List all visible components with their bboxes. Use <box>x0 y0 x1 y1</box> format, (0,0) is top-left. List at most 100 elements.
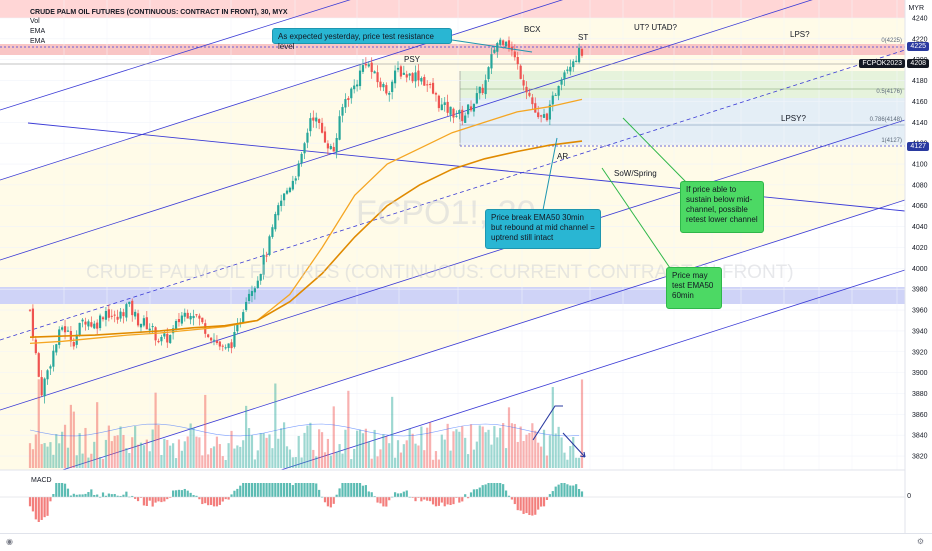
candle-body <box>326 143 330 149</box>
candle-body <box>388 92 391 95</box>
volume-bar <box>414 443 417 468</box>
macd-bar <box>93 494 96 497</box>
macd-bar <box>90 489 93 497</box>
candle-body <box>452 108 455 118</box>
candle-body <box>31 308 35 338</box>
candle-body <box>139 323 143 328</box>
macd-bar <box>250 483 254 497</box>
volume-bar <box>28 443 32 468</box>
volume-bar <box>408 428 411 468</box>
volume-bar <box>315 456 318 468</box>
candle-body <box>212 339 216 341</box>
candle-body <box>399 66 403 77</box>
macd-bar <box>288 483 292 497</box>
price-tick-label: 4240 <box>912 16 928 23</box>
candle-body <box>478 86 481 94</box>
volume-bar <box>154 392 157 468</box>
callout-resistance-test[interactable]: As expected yesterday, price test resist… <box>272 28 452 51</box>
bottom-toolbar: ◉ ⚙ <box>0 533 932 551</box>
macd-bar <box>364 485 367 497</box>
support-price-tag: 4127 <box>907 142 929 151</box>
macd-bar <box>461 497 464 502</box>
candle-body <box>116 316 119 320</box>
price-tick-label: 4040 <box>912 224 928 231</box>
volume-bar <box>245 405 248 468</box>
candle-body <box>224 347 227 349</box>
candle-body <box>455 115 458 117</box>
candle-body <box>545 113 549 121</box>
candle-body <box>516 56 519 65</box>
volume-bar <box>221 456 224 468</box>
macd-histogram <box>28 483 584 522</box>
volume-bar <box>320 432 324 468</box>
candle-body <box>180 315 183 324</box>
candle-body <box>43 378 46 397</box>
candle-body <box>481 87 484 93</box>
volume-bar <box>519 426 522 468</box>
candle-body <box>227 343 230 349</box>
volume-bar <box>122 434 125 468</box>
volume-bar <box>128 453 131 468</box>
macd-bar <box>230 494 233 497</box>
volume-bar <box>52 454 55 468</box>
label-ar: AR <box>557 152 568 161</box>
volume-bar <box>423 450 426 468</box>
candle-body <box>434 93 438 95</box>
candle-body <box>28 309 32 311</box>
candle-body <box>338 116 341 140</box>
macd-bar <box>66 488 70 497</box>
volume-bar <box>405 440 408 468</box>
volume-bar <box>472 449 476 468</box>
volume-bar <box>411 433 414 468</box>
macd-bar <box>180 490 183 497</box>
volume-bar <box>393 457 397 468</box>
volume-bar <box>469 424 473 468</box>
callout-ema-break[interactable]: Price break EMA50 30min but rebound at m… <box>485 209 601 249</box>
volume-bar <box>502 423 505 468</box>
volume-bar <box>40 444 43 468</box>
candle-body <box>499 39 502 45</box>
settings-gear-icon[interactable]: ⚙ <box>916 537 924 546</box>
indicator-ema-2[interactable]: EMA <box>30 38 46 45</box>
macd-bar <box>242 483 245 497</box>
volume-bar <box>426 427 429 468</box>
volume-bar <box>563 452 566 468</box>
callout-sustain-below[interactable]: If price able to sustain below mid-chann… <box>680 181 764 233</box>
ema-slow-line <box>29 140 583 338</box>
candle-body <box>393 70 397 84</box>
candle-body <box>245 301 248 311</box>
volume-bar <box>399 452 403 468</box>
indicator-vol[interactable]: Vol <box>30 18 40 25</box>
macd-bar <box>34 497 37 520</box>
candle-body <box>312 117 315 121</box>
candle-body <box>461 109 464 122</box>
macd-bar <box>215 497 219 507</box>
macd-bar <box>198 497 201 500</box>
candle-body <box>560 79 563 85</box>
candle-body <box>186 312 189 319</box>
timezone-icon[interactable]: ◉ <box>6 537 13 546</box>
volume-bar <box>361 433 365 468</box>
candle-body <box>431 82 435 94</box>
callout-ema60[interactable]: Price may test EMA50 60min <box>666 267 722 309</box>
candle-body <box>136 313 140 326</box>
candle-body <box>110 315 113 317</box>
macd-bar <box>484 484 487 497</box>
volume-bar <box>347 390 350 468</box>
volume-bar <box>78 433 81 468</box>
volume-bar <box>288 449 292 468</box>
candle-body <box>303 143 306 154</box>
candle-body <box>96 322 99 329</box>
volume-bar <box>382 434 385 468</box>
candle-body <box>414 72 417 82</box>
macd-bar <box>513 497 516 505</box>
candle-body <box>323 131 327 143</box>
volume-bar <box>274 383 277 468</box>
macd-bar <box>262 483 265 497</box>
volume-bar <box>183 441 186 468</box>
volume-bar <box>110 441 113 468</box>
candle-body <box>104 310 108 320</box>
indicator-ema-1[interactable]: EMA <box>30 28 46 35</box>
candle-body <box>119 311 122 319</box>
